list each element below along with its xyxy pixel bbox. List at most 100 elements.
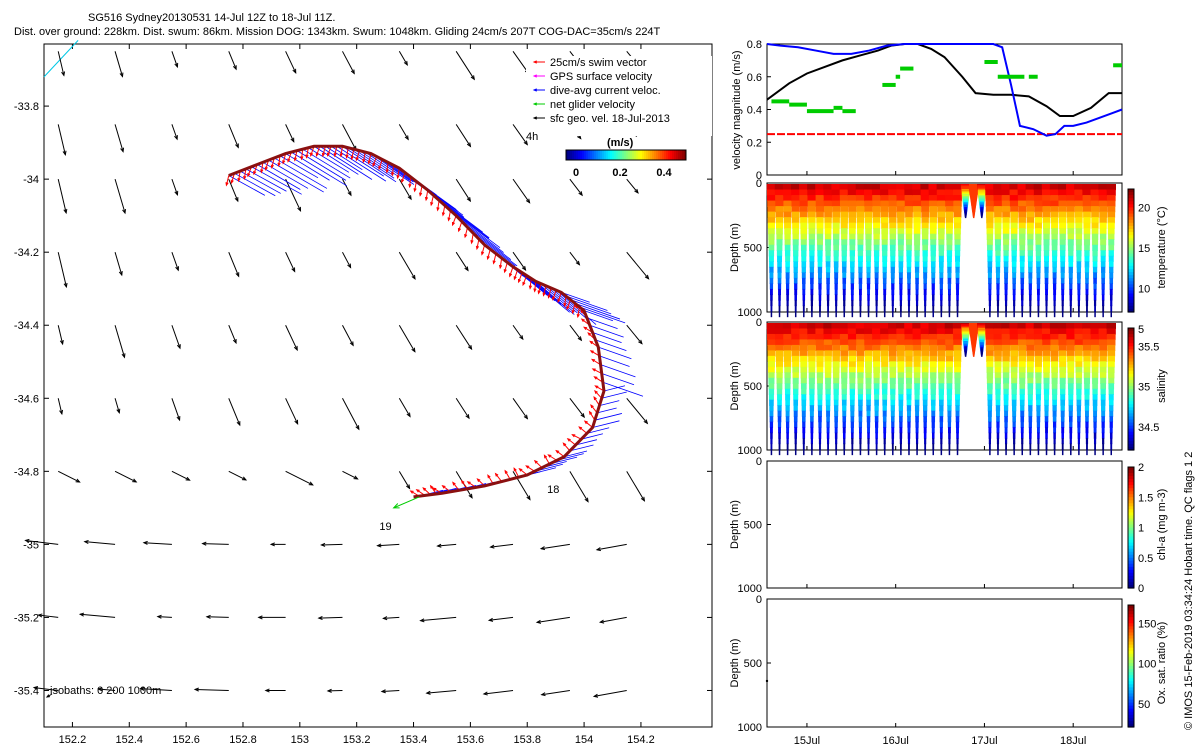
salinity-profile-cell <box>953 344 962 352</box>
geo-velocity-arrow-head <box>83 539 89 544</box>
salinity-profile-cell <box>1020 416 1025 423</box>
salinity-profile-cell <box>1053 449 1056 456</box>
colorbar-cell <box>658 150 661 160</box>
temperature-profile-cell <box>993 189 1003 196</box>
salinity-profile-cell <box>851 449 854 456</box>
temperature-profile-cell <box>928 189 938 196</box>
geo-velocity-arrow-head <box>37 613 43 618</box>
temperature-profile-cell <box>1042 206 1051 213</box>
temperature-profile-cell <box>1029 299 1032 307</box>
temperature-profile-cell <box>1069 299 1072 307</box>
dive-avg-current-vector <box>601 391 627 399</box>
geo-velocity-arrow <box>569 178 583 196</box>
salinity-profile-cell <box>807 323 817 330</box>
salinity-profile-cell <box>1077 432 1081 439</box>
salinity-profile-cell <box>815 328 825 335</box>
temperature-profile-cell <box>956 299 959 307</box>
salinity-profile-cell <box>874 421 879 428</box>
salinity-profile-cell <box>1075 372 1083 379</box>
chl-colorbar-cell <box>1128 527 1134 532</box>
salinity-profile-cell <box>873 377 880 384</box>
temperature-profile-cell <box>1092 266 1098 274</box>
temperature-profile-cell <box>986 211 994 218</box>
temperature-profile-cell <box>930 250 936 257</box>
temperature-profile-cell <box>955 283 960 290</box>
temperature-profile-cell <box>874 283 879 290</box>
temperature-profile-cell <box>816 233 824 240</box>
salinity-colorbar-cell <box>1128 434 1134 439</box>
temperature-colorbar-cell <box>1128 189 1134 193</box>
temperature-profile-cell <box>1066 189 1076 196</box>
salinity-profile-cell <box>916 443 918 450</box>
salinity-profile-cell <box>945 355 954 363</box>
colorbar-cell <box>622 150 625 160</box>
salinity-profile-cell <box>792 372 799 379</box>
salinity-profile-cell <box>1108 383 1115 390</box>
salinity-profile-cell <box>850 421 854 428</box>
salinity-profile-cell <box>937 361 945 368</box>
temperature-profile-cell <box>953 195 962 202</box>
swim-vector-head <box>583 326 588 330</box>
salinity-profile-cell <box>1092 405 1098 412</box>
temperature-profile-cell <box>793 266 798 274</box>
salinity-profile-cell <box>921 366 929 373</box>
salinity-profile-cell <box>923 432 927 439</box>
temperature-profile-cell <box>792 222 800 229</box>
salinity-profile-cell <box>1061 421 1065 428</box>
temperature-profile-cell <box>856 217 865 224</box>
temperature-colorbar-label: temperature (°C) <box>1156 206 1168 288</box>
salinity-profile-cell <box>1100 388 1106 395</box>
temperature-profile-cell <box>898 250 904 257</box>
temperature-profile-cell <box>1076 272 1081 279</box>
geo-velocity-arrow <box>202 543 229 545</box>
salinity-profile-cell <box>1026 366 1034 373</box>
geo-velocity-arrow-head <box>122 209 126 215</box>
swim-vector-head <box>436 207 440 212</box>
swim-vector <box>534 460 543 469</box>
temperature-profile-cell <box>1010 217 1018 224</box>
colorbar-cell <box>598 150 601 160</box>
salinity-profile-cell <box>841 377 848 384</box>
geo-velocity-arrow <box>541 689 570 696</box>
salinity-profile-cell <box>1018 355 1026 363</box>
temperature-profile-cell <box>947 272 952 279</box>
dive-avg-current-vector <box>296 150 347 181</box>
colorbar-title: (m/s) <box>607 137 634 149</box>
salinity-profile-cell <box>985 323 995 330</box>
salinity-profile-cell <box>888 333 898 341</box>
salinity-profile-cell <box>889 372 896 379</box>
isobath-label: isobaths: 0 200 1000m <box>50 685 161 697</box>
temperature-profile-cell <box>904 184 914 191</box>
temperature-profile-cell <box>1085 299 1089 307</box>
salinity-colorbar-cell <box>1128 389 1134 393</box>
temperature-profile-cell <box>1035 239 1042 246</box>
temperature-profile-cell <box>987 261 993 268</box>
salinity-profile-cell <box>1021 449 1023 456</box>
geo-velocity-arrow-head <box>525 198 531 204</box>
geo-velocity-arrow <box>228 470 247 481</box>
salinity-profile-cell <box>905 355 913 363</box>
temperature-profile-cell <box>874 261 879 268</box>
temperature-profile-cell <box>1107 222 1115 229</box>
salinity-profile-cell <box>840 339 849 346</box>
salinity-profile-cell <box>794 427 798 434</box>
swim-vector-head <box>237 177 241 183</box>
geo-velocity-arrow-head <box>467 345 473 351</box>
temperature-profile-cell <box>1091 206 1100 213</box>
temperature-profile-cell <box>1044 261 1049 268</box>
oxygen-colorbar-cell <box>1128 641 1134 646</box>
salinity-profile-cell <box>832 372 840 379</box>
salinity-profile-cell <box>899 438 902 445</box>
salinity-profile-cell <box>1093 432 1097 439</box>
salinity-profile-cell <box>1099 366 1107 373</box>
chl-colorbar-tick: 0 <box>1138 583 1144 595</box>
geo-velocity-arrow <box>455 51 475 80</box>
salinity-profile-cell <box>848 355 857 363</box>
swim-vector-head <box>339 153 343 158</box>
temperature-profile-cell <box>897 211 905 218</box>
geo-velocity-arrow-head <box>294 419 299 425</box>
geo-velocity-arrow <box>34 687 59 691</box>
chl-colorbar-cell <box>1128 467 1134 471</box>
swim-vector-head <box>588 410 593 415</box>
oxygen-ytick-label: 1000 <box>738 722 762 734</box>
